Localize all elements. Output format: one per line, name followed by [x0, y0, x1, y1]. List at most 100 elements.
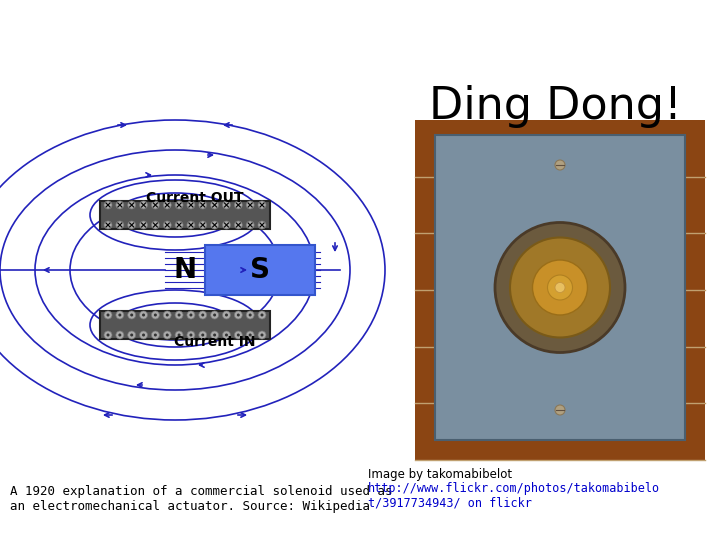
Circle shape: [258, 331, 266, 339]
Ellipse shape: [555, 282, 565, 293]
Circle shape: [189, 314, 192, 316]
Circle shape: [213, 334, 216, 336]
Ellipse shape: [495, 222, 625, 353]
Circle shape: [163, 331, 171, 339]
Circle shape: [187, 201, 195, 209]
Circle shape: [246, 201, 254, 209]
Circle shape: [258, 221, 266, 229]
Circle shape: [222, 201, 230, 209]
Text: Ding Dong!: Ding Dong!: [428, 85, 681, 128]
Circle shape: [234, 311, 243, 319]
Circle shape: [107, 314, 109, 316]
Bar: [100, 311, 270, 339]
Circle shape: [234, 201, 243, 209]
Circle shape: [258, 311, 266, 319]
Circle shape: [116, 201, 124, 209]
Circle shape: [163, 311, 171, 319]
Bar: [415, 120, 705, 460]
Text: Current OUT: Current OUT: [146, 191, 244, 205]
Circle shape: [187, 311, 195, 319]
Circle shape: [127, 331, 135, 339]
Circle shape: [130, 314, 133, 316]
Circle shape: [213, 314, 216, 316]
Circle shape: [237, 314, 240, 316]
Circle shape: [202, 314, 204, 316]
Ellipse shape: [510, 238, 610, 338]
Circle shape: [151, 331, 159, 339]
Circle shape: [175, 311, 183, 319]
Circle shape: [225, 334, 228, 336]
Ellipse shape: [555, 160, 565, 170]
Circle shape: [118, 314, 122, 316]
Circle shape: [154, 334, 157, 336]
Circle shape: [187, 331, 195, 339]
Ellipse shape: [533, 260, 588, 315]
Circle shape: [234, 331, 243, 339]
Circle shape: [116, 311, 124, 319]
Text: N: N: [174, 256, 197, 284]
Bar: [435, 135, 685, 440]
Circle shape: [237, 334, 240, 336]
Text: t/3917734943/ on flickr: t/3917734943/ on flickr: [368, 497, 532, 510]
Circle shape: [118, 334, 122, 336]
Circle shape: [199, 311, 207, 319]
Circle shape: [246, 311, 254, 319]
Circle shape: [142, 334, 145, 336]
Text: S: S: [250, 256, 270, 284]
Circle shape: [211, 331, 219, 339]
Text: Current IN: Current IN: [174, 335, 256, 349]
Ellipse shape: [547, 275, 572, 300]
Circle shape: [211, 201, 219, 209]
Circle shape: [222, 221, 230, 229]
Circle shape: [127, 221, 135, 229]
Circle shape: [104, 201, 112, 209]
Circle shape: [248, 314, 252, 316]
Circle shape: [140, 201, 148, 209]
Circle shape: [127, 311, 135, 319]
Circle shape: [151, 311, 159, 319]
Circle shape: [211, 311, 219, 319]
Bar: [205, 245, 315, 295]
Circle shape: [107, 334, 109, 336]
Circle shape: [246, 221, 254, 229]
Text: Image by takomabibelot: Image by takomabibelot: [368, 468, 512, 481]
Circle shape: [163, 201, 171, 209]
Circle shape: [246, 331, 254, 339]
Circle shape: [104, 331, 112, 339]
Circle shape: [175, 201, 183, 209]
Circle shape: [199, 201, 207, 209]
Circle shape: [222, 311, 230, 319]
Circle shape: [211, 221, 219, 229]
Circle shape: [225, 314, 228, 316]
Circle shape: [140, 331, 148, 339]
Circle shape: [151, 201, 159, 209]
Text: A 1920 explanation of a commercial solenoid used as
an electromechanical actuato: A 1920 explanation of a commercial solen…: [10, 485, 392, 513]
Circle shape: [163, 221, 171, 229]
Circle shape: [127, 201, 135, 209]
Circle shape: [261, 314, 264, 316]
Circle shape: [261, 334, 264, 336]
Circle shape: [175, 331, 183, 339]
Circle shape: [202, 334, 204, 336]
Circle shape: [189, 334, 192, 336]
Circle shape: [142, 314, 145, 316]
Circle shape: [178, 334, 181, 336]
Bar: [100, 201, 270, 229]
Circle shape: [166, 314, 168, 316]
Circle shape: [222, 331, 230, 339]
Circle shape: [175, 221, 183, 229]
Circle shape: [187, 221, 195, 229]
Circle shape: [248, 334, 252, 336]
Circle shape: [130, 334, 133, 336]
Circle shape: [166, 334, 168, 336]
Circle shape: [116, 221, 124, 229]
Text: http://www.flickr.com/photos/takomabibelo: http://www.flickr.com/photos/takomabibel…: [368, 482, 660, 495]
Circle shape: [151, 221, 159, 229]
Circle shape: [140, 311, 148, 319]
Circle shape: [178, 314, 181, 316]
Circle shape: [116, 331, 124, 339]
Circle shape: [104, 221, 112, 229]
Circle shape: [154, 314, 157, 316]
Circle shape: [199, 331, 207, 339]
Circle shape: [258, 201, 266, 209]
